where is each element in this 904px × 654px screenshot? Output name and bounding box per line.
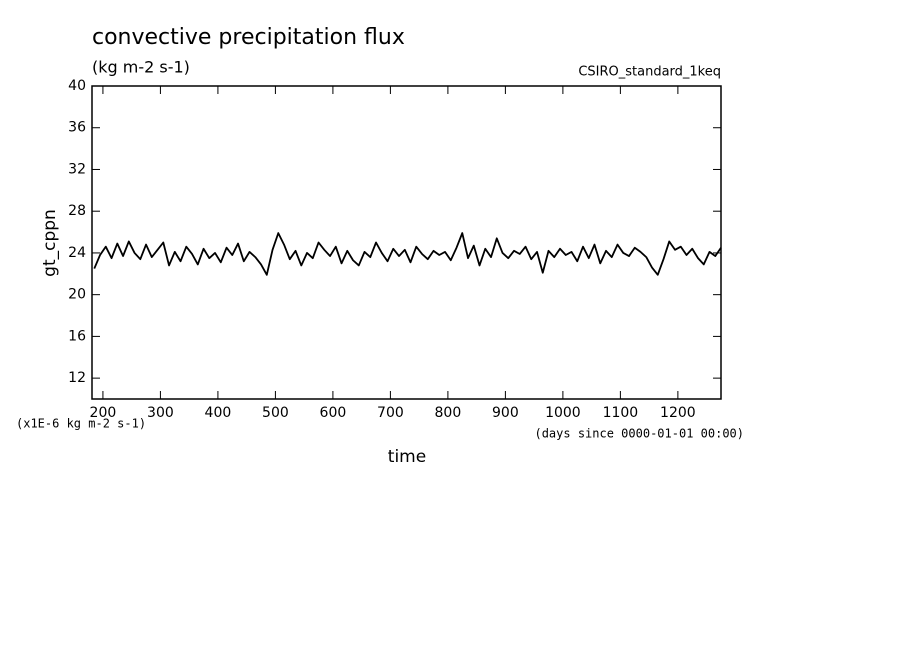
plot-frame (91, 85, 722, 400)
x-tick-label: 700 (377, 405, 404, 421)
y-tick-label: 24 (68, 245, 86, 261)
y-tick-label: 20 (68, 287, 86, 303)
x-tick-label: 1000 (545, 405, 581, 421)
y-tick-label: 12 (68, 370, 86, 386)
x-units: (days since 0000-01-01 00:00) (534, 427, 744, 441)
annotation: CSIRO_standard_1keq (578, 65, 721, 80)
x-axis-label: time (388, 447, 426, 467)
x-tick-label: 800 (435, 405, 462, 421)
y-tick-label: 36 (68, 120, 86, 136)
y-tick-label: 16 (68, 328, 86, 344)
y-tick-label: 28 (68, 203, 86, 219)
x-tick-label: 900 (492, 405, 519, 421)
chart-title: convective precipitation flux (92, 25, 405, 50)
x-tick-label: 1200 (660, 405, 696, 421)
x-tick-label: 400 (205, 405, 232, 421)
data-line (93, 232, 722, 276)
subtitle: (kg m-2 s-1) (92, 58, 190, 77)
x-tick-label: 300 (147, 405, 174, 421)
x-tick-label: 200 (90, 405, 117, 421)
x-tick-label: 500 (262, 405, 289, 421)
x-tick-label: 1100 (603, 405, 639, 421)
y-axis-label: gt_cppn (40, 209, 60, 277)
y-tick-label: 32 (68, 161, 86, 177)
x-tick-label: 600 (320, 405, 347, 421)
y-units: (x1E-6 kg m-2 s-1) (16, 417, 146, 431)
y-tick-label: 40 (68, 78, 86, 94)
